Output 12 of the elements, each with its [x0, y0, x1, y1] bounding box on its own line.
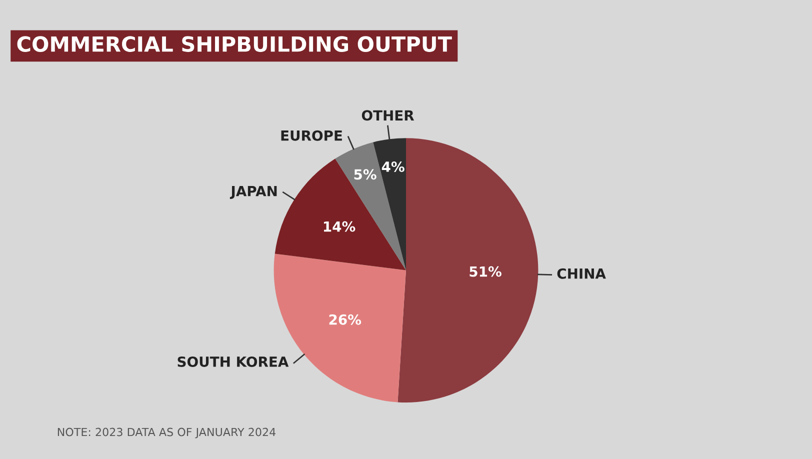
slice-label: OTHER: [362, 110, 414, 121]
data-label: 51%: [470, 266, 502, 277]
data-label: 26%: [329, 314, 362, 325]
slice-label: CHINA: [557, 268, 606, 279]
data-label: 4%: [382, 161, 404, 172]
slice-label: EUROPE: [281, 130, 342, 141]
text: NOTE: 2023 DATA AS OF JANUARY 2024: [58, 428, 276, 438]
slice-label: JAPAN: [230, 186, 277, 199]
data-label: 14%: [324, 221, 356, 232]
slice-label: SOUTH KOREA: [178, 356, 289, 367]
chart-title: COMMERCIAL SHIPBUILDING OUTPUT: [17, 36, 452, 52]
data-label: 5%: [354, 169, 376, 180]
